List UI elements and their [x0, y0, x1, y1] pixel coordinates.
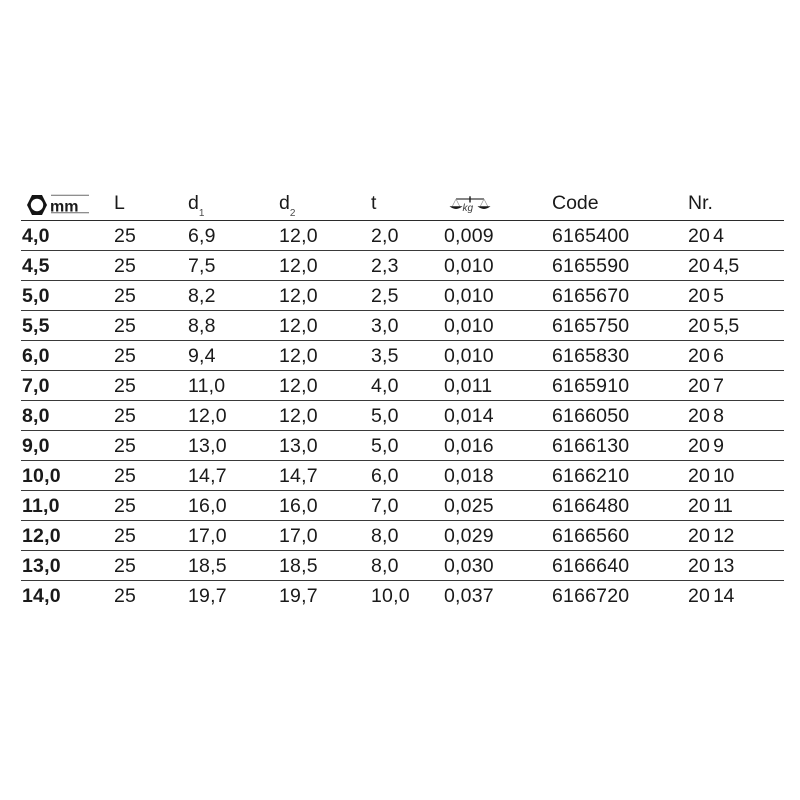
- svg-text:kg: kg: [463, 202, 474, 213]
